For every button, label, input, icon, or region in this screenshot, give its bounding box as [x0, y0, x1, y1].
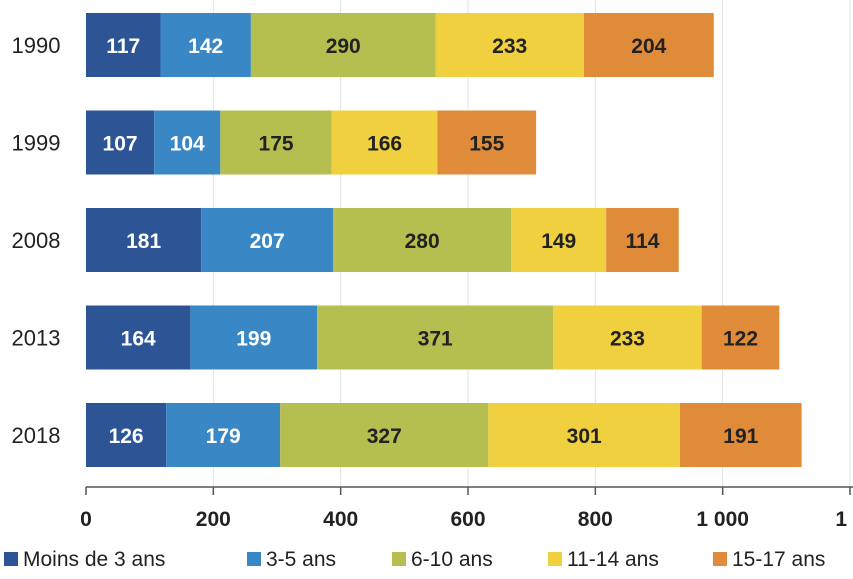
bar-segment [488, 403, 681, 467]
data-label: 204 [631, 35, 666, 58]
bar-segment [606, 208, 679, 272]
data-label: 181 [126, 230, 161, 253]
bar-segment [86, 305, 191, 370]
bar-segment [160, 13, 251, 77]
x-tick-label: 0 [80, 508, 92, 531]
data-label: 122 [723, 328, 758, 351]
bar-segment [86, 110, 155, 175]
legend-swatch [713, 552, 727, 566]
category-label: 1990 [12, 33, 61, 58]
bar-segment [583, 13, 714, 77]
data-label: 233 [492, 35, 527, 58]
bar-segment [201, 208, 334, 272]
legend-swatch [392, 552, 406, 566]
data-label: 371 [418, 328, 453, 351]
x-tick-label: 200 [196, 508, 231, 531]
category-label: 1999 [12, 131, 61, 156]
bar-segment [333, 208, 512, 272]
data-label: 327 [367, 425, 402, 448]
bar-segment [680, 403, 802, 467]
legend-label: 3-5 ans [266, 548, 336, 571]
data-label: 142 [188, 35, 223, 58]
legend-swatch [548, 552, 562, 566]
category-label: 2018 [12, 423, 61, 448]
x-tick-label: 800 [578, 508, 613, 531]
data-label: 280 [405, 230, 440, 253]
data-label: 126 [109, 425, 144, 448]
data-label: 191 [723, 425, 758, 448]
x-tick-label: 1 2 [835, 508, 853, 531]
data-label: 117 [106, 35, 140, 58]
bar-segment [86, 403, 167, 467]
legend-label: 6-10 ans [411, 548, 493, 571]
x-tick-label: 600 [450, 508, 485, 531]
legend: Moins de 3 ans 3-5 ans 6-10 ans 11-14 ans 15… [4, 548, 825, 571]
category-label: 2008 [12, 228, 61, 253]
bars: 117 142 290 233 204 107 104 175 166 155 181 207 280 1… [86, 13, 802, 467]
bar-segment [317, 305, 554, 370]
data-label: 233 [610, 328, 645, 351]
bar-segment [220, 110, 332, 175]
bar-segment [435, 13, 584, 77]
data-label: 155 [469, 133, 504, 156]
legend-label: 15-17 ans [732, 548, 825, 571]
x-axis: 0 200 400 600 800 1 000 1 2 [80, 486, 853, 531]
bar-segment [437, 110, 537, 175]
bar-segment [190, 305, 318, 370]
data-label: 179 [206, 425, 241, 448]
data-label: 301 [567, 425, 602, 448]
bar-segment [166, 403, 281, 467]
bar-segment [86, 13, 161, 77]
category-labels: 1990 1999 2008 2013 2018 [12, 33, 61, 448]
x-tick-label: 1 000 [696, 508, 749, 531]
x-tick-label: 400 [323, 508, 358, 531]
bar-segment [250, 13, 436, 77]
bar-segment [280, 403, 489, 467]
bar-segment [86, 208, 202, 272]
category-label: 2013 [12, 326, 61, 351]
data-label: 107 [103, 133, 138, 156]
legend-swatch [4, 552, 18, 566]
data-label: 149 [541, 230, 576, 253]
bar-segment [701, 305, 780, 370]
bar-segment [511, 208, 607, 272]
data-label: 175 [259, 133, 294, 156]
legend-label: Moins de 3 ans [23, 548, 165, 571]
data-label: 114 [626, 230, 660, 253]
data-label: 166 [367, 133, 402, 156]
data-label: 199 [236, 328, 271, 351]
bar-segment [553, 305, 702, 370]
bar-segment [331, 110, 438, 175]
data-label: 207 [250, 230, 285, 253]
data-label: 290 [326, 35, 361, 58]
data-label: 104 [170, 133, 205, 156]
legend-label: 11-14 ans [567, 548, 659, 571]
legend-swatch [247, 552, 261, 566]
data-label: 164 [121, 328, 156, 351]
bar-segment [154, 110, 221, 175]
